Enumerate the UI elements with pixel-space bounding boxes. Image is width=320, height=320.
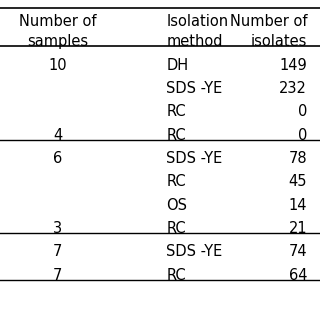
Text: samples: samples — [27, 34, 88, 49]
Text: RC: RC — [166, 104, 186, 119]
Text: method: method — [166, 34, 223, 49]
Text: DH: DH — [166, 58, 188, 73]
Text: 232: 232 — [279, 81, 307, 96]
Text: isolates: isolates — [251, 34, 307, 49]
Text: 10: 10 — [48, 58, 67, 73]
Text: Number of: Number of — [19, 14, 96, 29]
Text: 0: 0 — [298, 128, 307, 143]
Text: RC: RC — [166, 128, 186, 143]
Text: 64: 64 — [289, 268, 307, 283]
Text: SDS -YE: SDS -YE — [166, 151, 223, 166]
Text: 14: 14 — [289, 198, 307, 213]
Text: 74: 74 — [289, 244, 307, 260]
Text: RC: RC — [166, 174, 186, 189]
Text: SDS -YE: SDS -YE — [166, 244, 223, 260]
Text: 149: 149 — [279, 58, 307, 73]
Text: Isolation: Isolation — [166, 14, 228, 29]
Text: 45: 45 — [289, 174, 307, 189]
Text: RC: RC — [166, 268, 186, 283]
Text: 4: 4 — [53, 128, 62, 143]
Text: 21: 21 — [289, 221, 307, 236]
Text: Number of: Number of — [230, 14, 307, 29]
Text: RC: RC — [166, 221, 186, 236]
Text: 3: 3 — [53, 221, 62, 236]
Text: 0: 0 — [298, 104, 307, 119]
Text: 78: 78 — [289, 151, 307, 166]
Text: SDS -YE: SDS -YE — [166, 81, 223, 96]
Text: 6: 6 — [53, 151, 62, 166]
Text: 7: 7 — [53, 244, 62, 260]
Text: OS: OS — [166, 198, 188, 213]
Text: 7: 7 — [53, 268, 62, 283]
